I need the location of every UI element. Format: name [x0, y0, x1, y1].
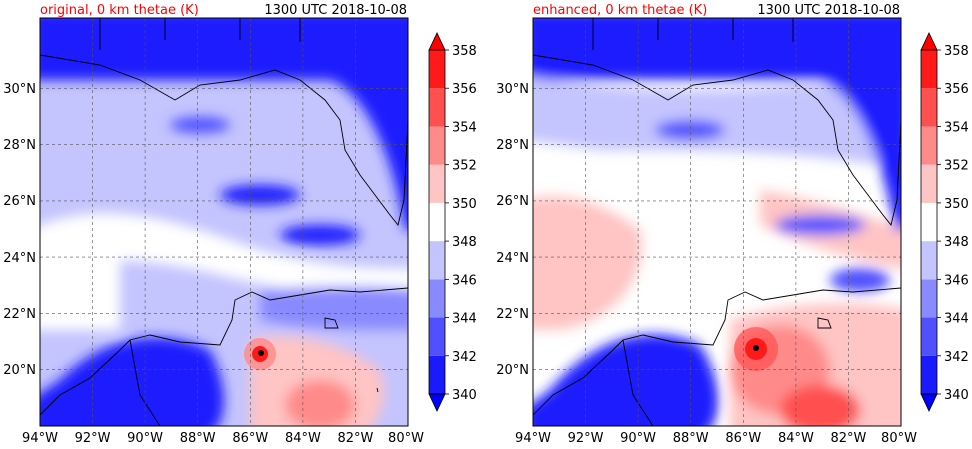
colorbar-segment	[921, 355, 937, 394]
x-tick-label: 82°W	[830, 431, 866, 446]
y-tick-label: 26°N	[496, 194, 529, 209]
gridlines-enhanced	[533, 18, 901, 426]
y-tick-label: 22°N	[3, 307, 36, 322]
colorbar-level-label: 340	[452, 388, 477, 403]
coastline-original	[40, 18, 408, 426]
colorbar-segment	[429, 317, 445, 356]
panel-time-enhanced: 1300 UTC 2018-10-08	[757, 3, 900, 18]
gridlines-original	[40, 18, 408, 426]
y-tick-label: 26°N	[3, 194, 36, 209]
panel-title-left-original: original, 0 km thetae (K)	[40, 3, 199, 18]
colorbar-level-label: 348	[944, 235, 969, 250]
colorbar-segment	[429, 279, 445, 318]
colorbar-segment	[429, 88, 445, 127]
colorbar-level-label: 344	[452, 312, 477, 327]
x-tick-label: 90°W	[620, 431, 656, 446]
colorbar-segments	[429, 50, 445, 394]
colorbar-segment	[921, 279, 937, 318]
colorbar-extend-over	[428, 32, 446, 51]
colorbar-level-label: 350	[944, 197, 969, 212]
x-tick-label: 84°W	[285, 431, 321, 446]
x-ticks-enhanced: 94°W 92°W 90°W 88°W 86°W 84°W 82°W 80°W	[515, 431, 917, 446]
map-panel-enhanced: enhanced, 0 km thetae (K) 1300 UTC 2018-…	[496, 3, 917, 446]
colorbar-labels: 340 342 344 346 348 350 352 354 356 358	[445, 44, 477, 403]
colorbar-level-label: 358	[452, 44, 477, 59]
panel-time-original: 1300 UTC 2018-10-08	[264, 3, 407, 18]
colorbar-level-label: 356	[944, 82, 969, 97]
x-tick-label: 82°W	[337, 431, 373, 446]
colorbar-level-label: 358	[944, 44, 969, 59]
colorbar-level-label: 346	[944, 273, 969, 288]
colorbar-segment	[921, 317, 937, 356]
x-tick-label: 80°W	[881, 431, 917, 446]
colorbar-segment	[921, 164, 937, 203]
colorbar-segment	[921, 88, 937, 127]
colorbar-level-label: 356	[452, 82, 477, 97]
colorbar-level-label: 354	[944, 120, 969, 135]
y-tick-label: 28°N	[3, 138, 36, 153]
coastline-enhanced	[533, 18, 901, 426]
colorbar-labels: 340 342 344 346 348 350 352 354 356 358	[937, 44, 969, 403]
colorbar-segment	[921, 202, 937, 242]
y-tick-label: 30°N	[496, 82, 529, 97]
colorbar-level-label: 352	[452, 159, 477, 174]
x-tick-label: 86°W	[232, 431, 268, 446]
colorbar-original: 340 342 344 346 348 350 352 354 356 358	[428, 32, 477, 412]
x-tick-label: 92°W	[568, 431, 604, 446]
x-tick-label: 94°W	[22, 431, 58, 446]
thetae-field-original	[40, 18, 408, 426]
y-tick-label: 20°N	[496, 363, 529, 378]
x-tick-label: 84°W	[778, 431, 814, 446]
colorbar-level-label: 354	[452, 120, 477, 135]
colorbar-extend-under	[428, 393, 446, 412]
colorbar-segments	[921, 50, 937, 394]
y-tick-label: 22°N	[496, 307, 529, 322]
colorbar-segment	[921, 241, 937, 280]
map-panel-original: original, 0 km thetae (K) 1300 UTC 2018-…	[3, 3, 424, 446]
colorbar-level-label: 340	[944, 388, 969, 403]
axes-frame-original	[39, 17, 409, 427]
thetae-field-enhanced	[533, 18, 901, 426]
x-tick-label: 88°W	[180, 431, 216, 446]
y-ticks-original: 20°N 22°N 24°N 26°N 28°N 30°N	[3, 82, 36, 378]
colorbar-segment	[921, 126, 937, 165]
y-tick-label: 24°N	[496, 251, 529, 266]
x-tick-label: 94°W	[515, 431, 551, 446]
y-tick-label: 24°N	[3, 251, 36, 266]
colorbar-level-label: 342	[944, 350, 969, 365]
colorbar-level-label: 350	[452, 197, 477, 212]
colorbar-segment	[429, 50, 445, 89]
colorbar-extend-over	[920, 32, 938, 51]
x-tick-label: 86°W	[725, 431, 761, 446]
panel-title-left-enhanced: enhanced, 0 km thetae (K)	[533, 3, 707, 18]
y-tick-label: 30°N	[3, 82, 36, 97]
colorbar-segment	[429, 164, 445, 203]
colorbar-segment	[921, 50, 937, 89]
colorbar-level-label: 346	[452, 273, 477, 288]
colorbar-level-label: 344	[944, 312, 969, 327]
colorbar-level-label: 352	[944, 159, 969, 174]
x-tick-label: 88°W	[673, 431, 709, 446]
colorbar-level-label: 348	[452, 235, 477, 250]
y-tick-label: 28°N	[496, 138, 529, 153]
colorbar-segment	[429, 202, 445, 242]
colorbar-segment	[429, 241, 445, 280]
x-tick-label: 92°W	[75, 431, 111, 446]
colorbar-extend-under	[920, 393, 938, 412]
colorbar-enhanced: 340 342 344 346 348 350 352 354 356 358	[920, 32, 969, 412]
x-ticks-original: 94°W 92°W 90°W 88°W 86°W 84°W 82°W 80°W	[22, 431, 424, 446]
y-ticks-enhanced: 20°N 22°N 24°N 26°N 28°N 30°N	[496, 82, 529, 378]
x-tick-label: 90°W	[127, 431, 163, 446]
colorbar-segment	[429, 126, 445, 165]
colorbar-level-label: 342	[452, 350, 477, 365]
x-tick-label: 80°W	[388, 431, 424, 446]
y-tick-label: 20°N	[3, 363, 36, 378]
colorbar-segment	[429, 355, 445, 394]
axes-frame-enhanced	[532, 17, 902, 427]
